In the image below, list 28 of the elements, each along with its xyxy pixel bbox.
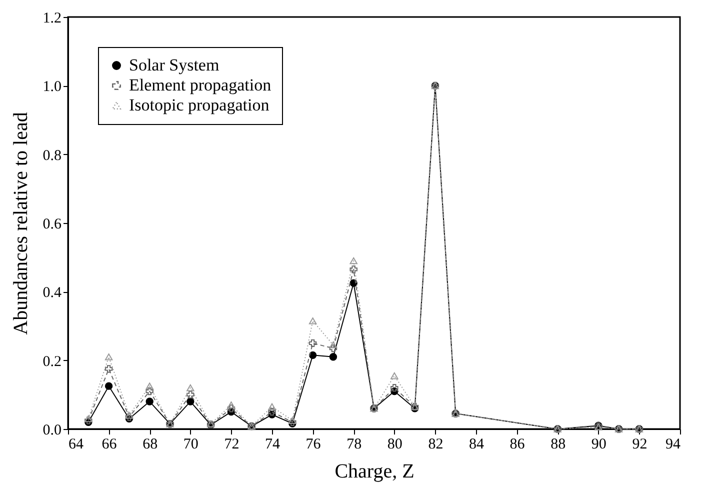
legend-label: Isotopic propagation bbox=[129, 96, 270, 114]
x-tick-label: 68 bbox=[142, 436, 158, 452]
x-tick-label: 88 bbox=[550, 436, 566, 452]
x-tick-label: 78 bbox=[346, 436, 362, 452]
x-tick-label: 76 bbox=[306, 436, 322, 452]
x-tick-label: 64 bbox=[68, 436, 84, 452]
x-tick-label: 80 bbox=[387, 436, 402, 452]
y-tick-label: 1.0 bbox=[42, 79, 62, 96]
x-tick-label: 84 bbox=[469, 436, 484, 452]
y-tick-label: 0.4 bbox=[42, 285, 62, 302]
y-tick-label: 0.0 bbox=[42, 422, 62, 438]
y-tick-label: 0.2 bbox=[42, 354, 62, 370]
legend-label: Solar System bbox=[129, 56, 220, 74]
x-tick-label: 66 bbox=[102, 436, 118, 452]
y-tick-label: 0.8 bbox=[42, 148, 62, 164]
y-tick-label: 1.2 bbox=[42, 10, 62, 26]
x-axis-title: Charge, Z bbox=[334, 460, 414, 482]
x-tick-label: 90 bbox=[591, 436, 606, 452]
x-tick-label: 92 bbox=[632, 436, 648, 452]
x-tick-label: 70 bbox=[183, 436, 198, 452]
x-tick-label: 72 bbox=[224, 436, 240, 452]
x-tick-label: 86 bbox=[510, 436, 526, 452]
x-tick-label: 74 bbox=[265, 436, 280, 452]
y-axis-title: Abundances relative to lead bbox=[10, 112, 32, 335]
x-tick-label: 94 bbox=[666, 436, 681, 452]
legend-label: Element propagation bbox=[129, 76, 272, 94]
x-tick-label: 82 bbox=[428, 436, 444, 452]
y-tick-label: 0.6 bbox=[42, 216, 62, 232]
